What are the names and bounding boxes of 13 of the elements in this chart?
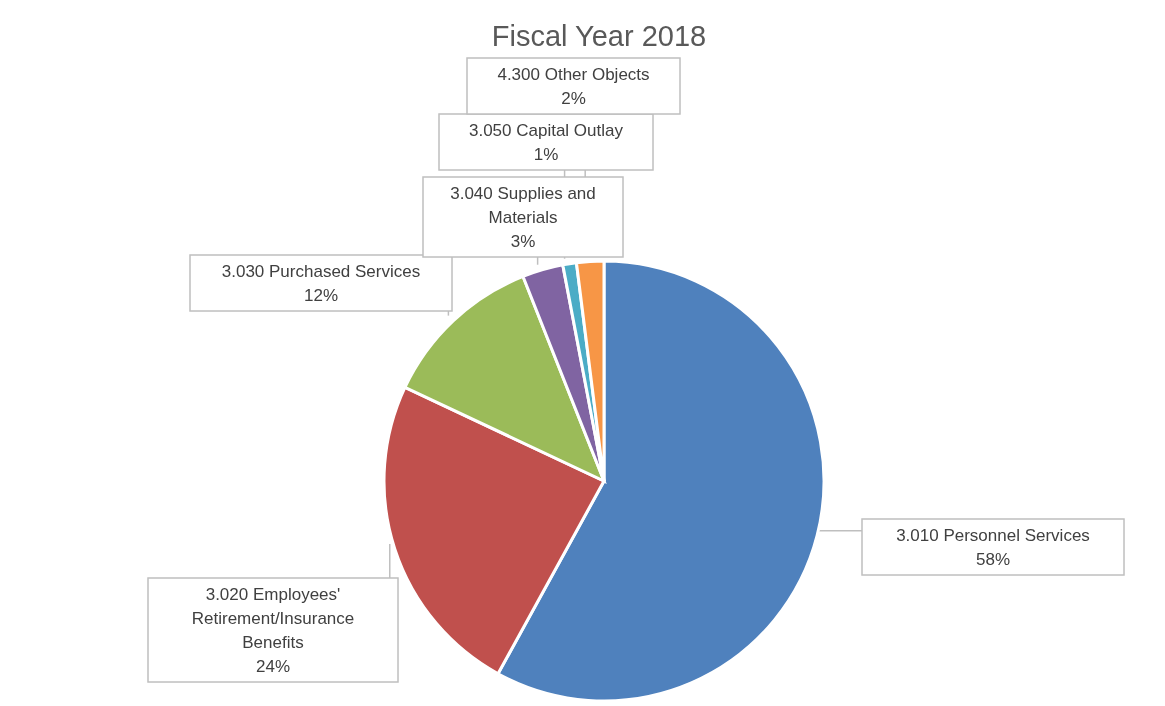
- slice-label: 3.020 Employees' Retirement/Insurance Benefits: [191, 584, 355, 652]
- data-label: 3%: [510, 231, 536, 251]
- data-label: 1%: [533, 144, 559, 164]
- slice-label: 4.300 Other Objects: [497, 64, 650, 84]
- data-label: 58%: [975, 549, 1011, 569]
- slice-label: 3.010 Personnel Services: [896, 525, 1090, 545]
- data-label: 12%: [303, 285, 339, 305]
- slice-label: 3.030 Purchased Services: [221, 261, 421, 281]
- slice-label: 3.050 Capital Outlay: [468, 120, 624, 140]
- chart-title: Fiscal Year 2018: [491, 20, 707, 52]
- slice-label: 3.040 Supplies and Materials: [450, 183, 596, 227]
- data-label: 2%: [561, 88, 586, 108]
- data-label: 24%: [255, 656, 291, 676]
